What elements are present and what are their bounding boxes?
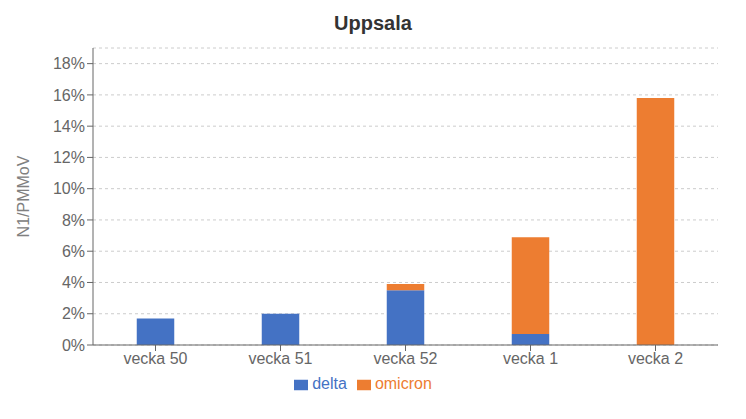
svg-text:16%: 16%	[53, 87, 85, 104]
svg-text:vecka 51: vecka 51	[248, 350, 312, 367]
svg-text:8%: 8%	[62, 212, 85, 229]
html-text:delta: delta	[312, 375, 347, 392]
svg-text:vecka 2: vecka 2	[628, 350, 683, 367]
svg-text:4%: 4%	[62, 274, 85, 291]
svg-text:10%: 10%	[53, 180, 85, 197]
svg-text:vecka 50: vecka 50	[123, 350, 187, 367]
svg-text:2%: 2%	[62, 305, 85, 322]
html-text:Uppsala: Uppsala	[334, 12, 412, 34]
svg-text:N1/PMMoV: N1/PMMoV	[15, 155, 32, 237]
svg-text:vecka 52: vecka 52	[373, 350, 437, 367]
svg-text:14%: 14%	[53, 118, 85, 135]
svg-text:12%: 12%	[53, 149, 85, 166]
html-text:omicron: omicron	[374, 375, 432, 392]
svg-text:18%: 18%	[53, 55, 85, 72]
svg-text:vecka 1: vecka 1	[503, 350, 558, 367]
svg-text:6%: 6%	[62, 243, 85, 260]
svg-text:0%: 0%	[62, 337, 85, 354]
